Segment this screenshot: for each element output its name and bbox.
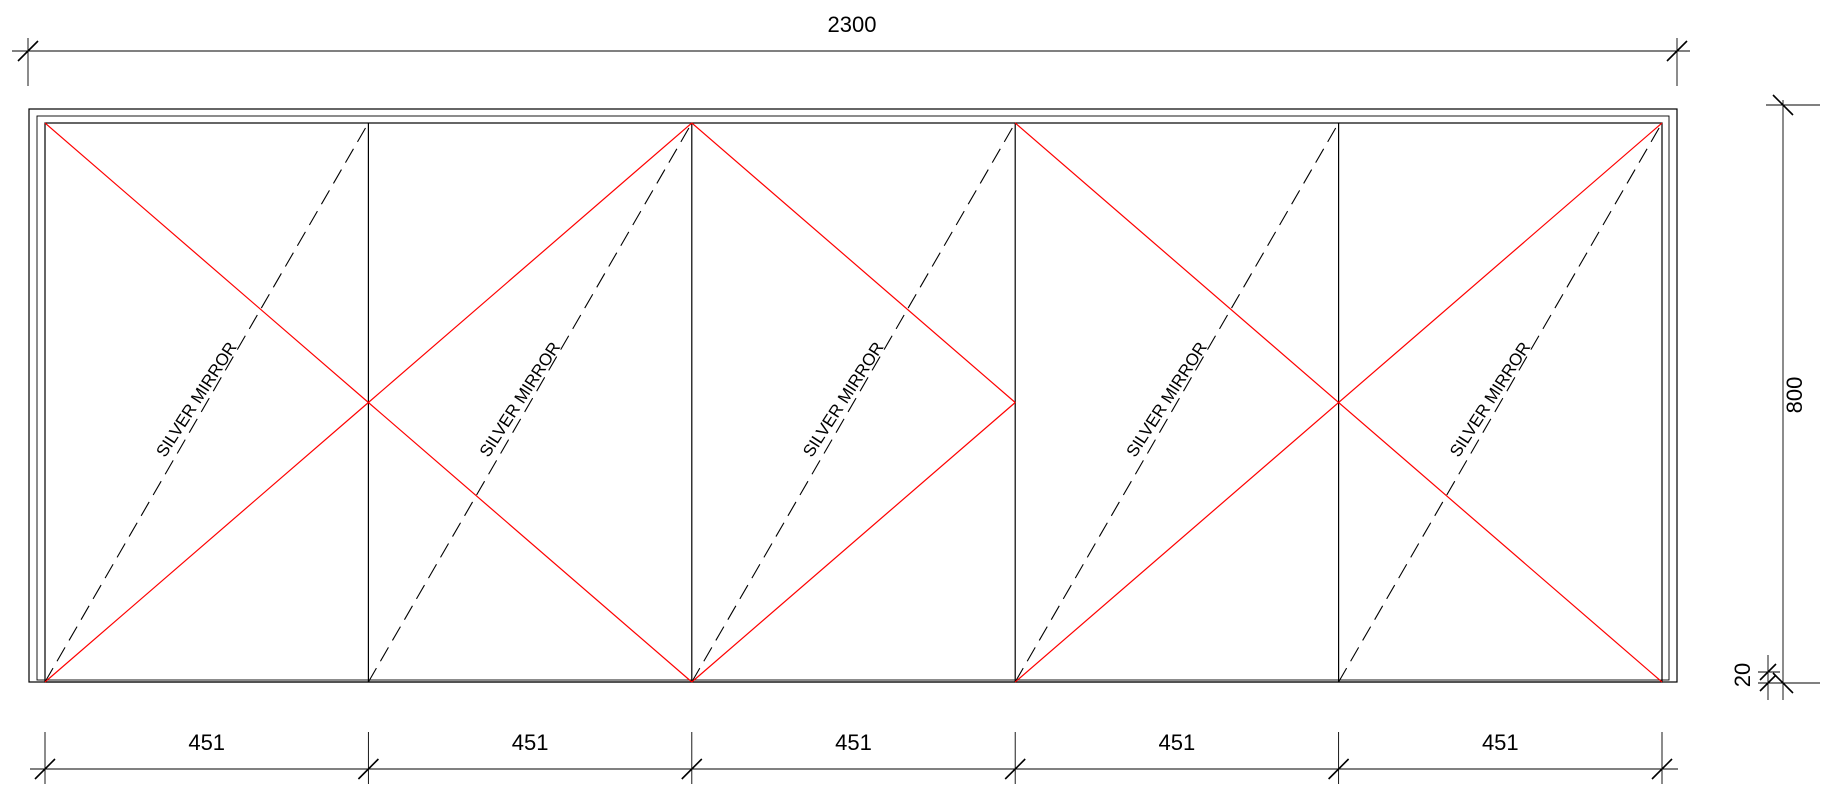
overall-width-label: 2300 — [828, 12, 877, 37]
opening-lines — [44, 122, 1663, 683]
panel-label: SILVER MIRROR — [1446, 339, 1534, 461]
panel-width-dimension: 451 — [1328, 730, 1519, 784]
opening-line — [368, 402, 693, 683]
panel-dashed-diagonal — [691, 122, 1016, 683]
opening-line — [691, 402, 1016, 683]
panel-dashed-diagonal — [1338, 122, 1663, 683]
opening-line — [691, 122, 1016, 403]
mirror-panel: SILVER MIRROR — [1014, 122, 1340, 683]
bottom-gap-dimension: 20 — [1730, 655, 1780, 700]
overall-width-dimension: 2300 — [12, 12, 1690, 86]
panel-width-dimensions: 451 451 451 451 451 — [30, 730, 1678, 784]
panel-width-dimension: 451 — [357, 730, 549, 784]
overall-height-label: 800 — [1782, 377, 1807, 414]
mirror-panel: SILVER MIRROR — [367, 122, 693, 683]
panel-label: SILVER MIRROR — [476, 339, 564, 461]
panel-label: SILVER MIRROR — [799, 339, 887, 461]
bottom-gap-label: 20 — [1730, 663, 1755, 687]
panel-width-label: 451 — [1482, 730, 1519, 755]
frame-outline — [28, 108, 1678, 683]
panel-label: SILVER MIRROR — [1123, 339, 1211, 461]
panel-dashed-diagonal — [367, 122, 693, 683]
panel-width-dimension: 451 — [1004, 730, 1196, 784]
opening-line — [368, 122, 693, 403]
panel-width-dimension: 451 — [34, 730, 225, 784]
panel-width-label: 451 — [1159, 730, 1196, 755]
opening-line — [44, 122, 369, 403]
panel-width-label: 451 — [512, 730, 549, 755]
panel-width-label: 451 — [188, 730, 225, 755]
panel-dashed-diagonal — [1014, 122, 1340, 683]
opening-line — [1014, 122, 1663, 683]
panel-label: SILVER MIRROR — [152, 339, 240, 461]
overall-height-dimension: 800 — [1766, 94, 1820, 700]
mirror-panel: SILVER MIRROR — [691, 122, 1016, 683]
panel-width-dimension: 451 — [681, 730, 872, 784]
panel-width-label: 451 — [835, 730, 872, 755]
panel-dashed-diagonal — [44, 122, 369, 683]
mirror-panel: SILVER MIRROR — [1337, 122, 1663, 683]
mirror-panel: SILVER MIRROR — [44, 122, 369, 683]
panels-group: SILVER MIRROR SILVER MIRROR SILVER MIRROR S… — [44, 122, 1663, 683]
opening-line — [44, 402, 369, 683]
